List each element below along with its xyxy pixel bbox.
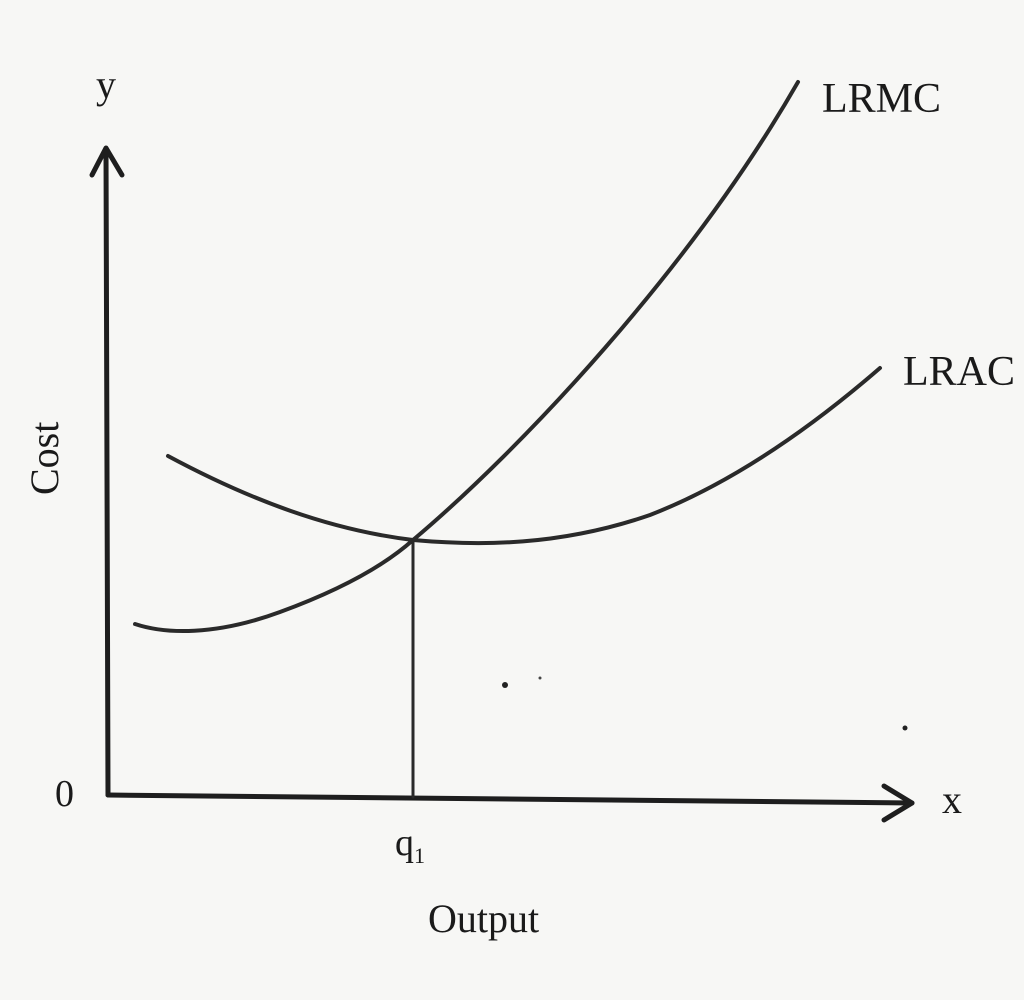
q1-letter: q [395,822,414,864]
x-axis [105,792,915,806]
x-axis-letter: x [942,777,962,822]
y-axis-letter: y [96,62,116,107]
y-axis-title: Cost [22,422,67,495]
lrac-label: LRAC [903,349,1015,395]
x-axis-title: Output [428,896,539,941]
lrmc-curve [133,80,800,633]
q1-subscript: 1 [414,843,425,868]
origin-label: 0 [55,773,74,815]
y-axis [103,147,111,798]
y-axis-arrowhead [89,145,125,178]
ink-speck [538,676,542,680]
lrmc-label: LRMC [822,76,941,122]
lrac-curve [166,366,882,546]
x-axis-arrowhead [881,783,915,823]
q1-label: q1 [395,822,425,868]
ink-speck [502,682,508,688]
ink-speck [902,725,908,731]
